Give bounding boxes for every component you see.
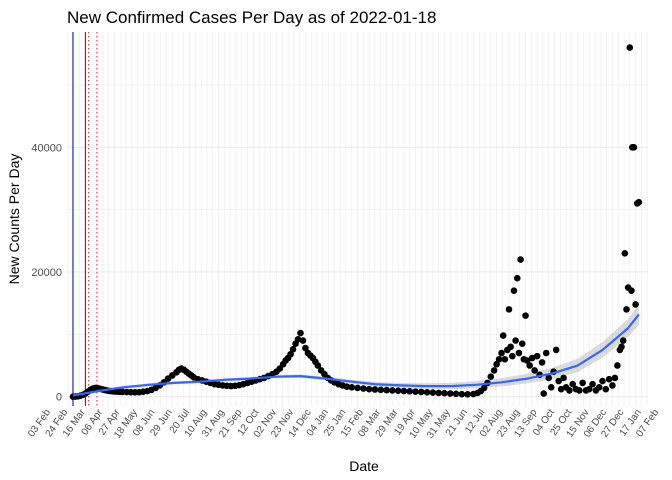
data-point: [560, 374, 567, 382]
data-point: [406, 388, 414, 395]
data-points: [69, 44, 643, 400]
data-point: [343, 383, 351, 390]
data-point: [287, 350, 294, 358]
data-point: [609, 382, 616, 389]
data-point: [542, 349, 550, 357]
data-point: [383, 386, 390, 394]
data-point: [555, 377, 562, 385]
data-point: [299, 337, 307, 344]
smooth-curve: [72, 313, 640, 397]
data-point: [480, 384, 488, 392]
data-point: [495, 355, 503, 363]
data-point: [297, 329, 304, 337]
data-point: [614, 362, 621, 369]
data-point: [412, 388, 419, 395]
data-point: [509, 352, 516, 360]
data-point: [377, 386, 385, 394]
chart-title: New Confirmed Cases Per Day as of 2022-0…: [67, 8, 436, 27]
data-point: [423, 388, 431, 396]
data-point: [585, 385, 593, 393]
data-point: [635, 198, 643, 206]
data-point: [569, 380, 577, 388]
data-point: [314, 362, 322, 369]
data-point: [523, 357, 531, 364]
data-point: [360, 385, 367, 392]
data-point: [348, 384, 356, 391]
data-point: [515, 349, 523, 357]
data-point: [499, 332, 507, 339]
data-point: [510, 287, 518, 294]
data-point: [446, 390, 454, 397]
y-axis-title: New Counts Per Day: [6, 154, 22, 285]
data-point: [522, 312, 529, 319]
y-axis-ticks: 0 20000 40000: [31, 142, 62, 403]
data-point: [302, 344, 309, 352]
data-point: [630, 144, 638, 151]
data-point: [526, 362, 533, 369]
data-point: [354, 384, 361, 392]
data-point: [623, 306, 630, 313]
data-point: [611, 374, 619, 382]
data-point: [512, 337, 519, 344]
data-point: [498, 349, 505, 357]
data-point: [490, 367, 498, 374]
data-point: [632, 301, 639, 308]
data-point: [294, 336, 302, 343]
data-point: [289, 345, 297, 353]
data-point: [417, 388, 425, 396]
data-point: [507, 343, 514, 351]
data-point: [441, 389, 448, 397]
smooth-line: [72, 313, 640, 397]
data-point: [458, 390, 466, 398]
data-point: [487, 373, 495, 381]
data-point: [552, 346, 560, 354]
gridlines: [67, 32, 648, 406]
y-tick-label: 40000: [31, 142, 62, 154]
data-point: [517, 256, 524, 263]
data-point: [576, 387, 583, 394]
data-point: [566, 387, 573, 394]
data-point: [626, 44, 634, 51]
data-point: [547, 384, 555, 391]
data-point: [394, 387, 402, 395]
data-point: [452, 390, 460, 398]
data-point: [493, 360, 500, 368]
data-point: [619, 337, 627, 344]
data-point: [435, 389, 442, 397]
data-point: [545, 374, 553, 382]
data-point: [371, 386, 379, 393]
data-point: [538, 359, 546, 366]
data-point: [501, 355, 509, 363]
data-point: [589, 380, 596, 388]
reference-lines: [72, 32, 98, 406]
data-point: [618, 343, 625, 351]
data-point: [518, 340, 526, 347]
x-axis-title: Date: [349, 458, 379, 474]
data-point: [540, 390, 548, 397]
data-point: [389, 387, 396, 394]
data-point: [621, 249, 629, 257]
data-point: [505, 306, 513, 313]
data-point: [533, 352, 541, 360]
data-point: [464, 390, 471, 398]
y-tick-label: 0: [56, 392, 62, 404]
data-point: [513, 274, 521, 282]
data-point: [365, 385, 373, 393]
data-point: [400, 387, 408, 395]
data-point: [579, 379, 586, 387]
data-point: [528, 354, 536, 362]
data-point: [602, 385, 610, 393]
data-point: [557, 385, 565, 393]
data-point: [599, 377, 606, 385]
data-point: [595, 384, 603, 391]
data-point: [531, 367, 538, 374]
data-point: [429, 389, 437, 396]
y-tick-label: 20000: [31, 267, 62, 279]
data-point: [605, 375, 613, 383]
data-point: [628, 287, 635, 294]
